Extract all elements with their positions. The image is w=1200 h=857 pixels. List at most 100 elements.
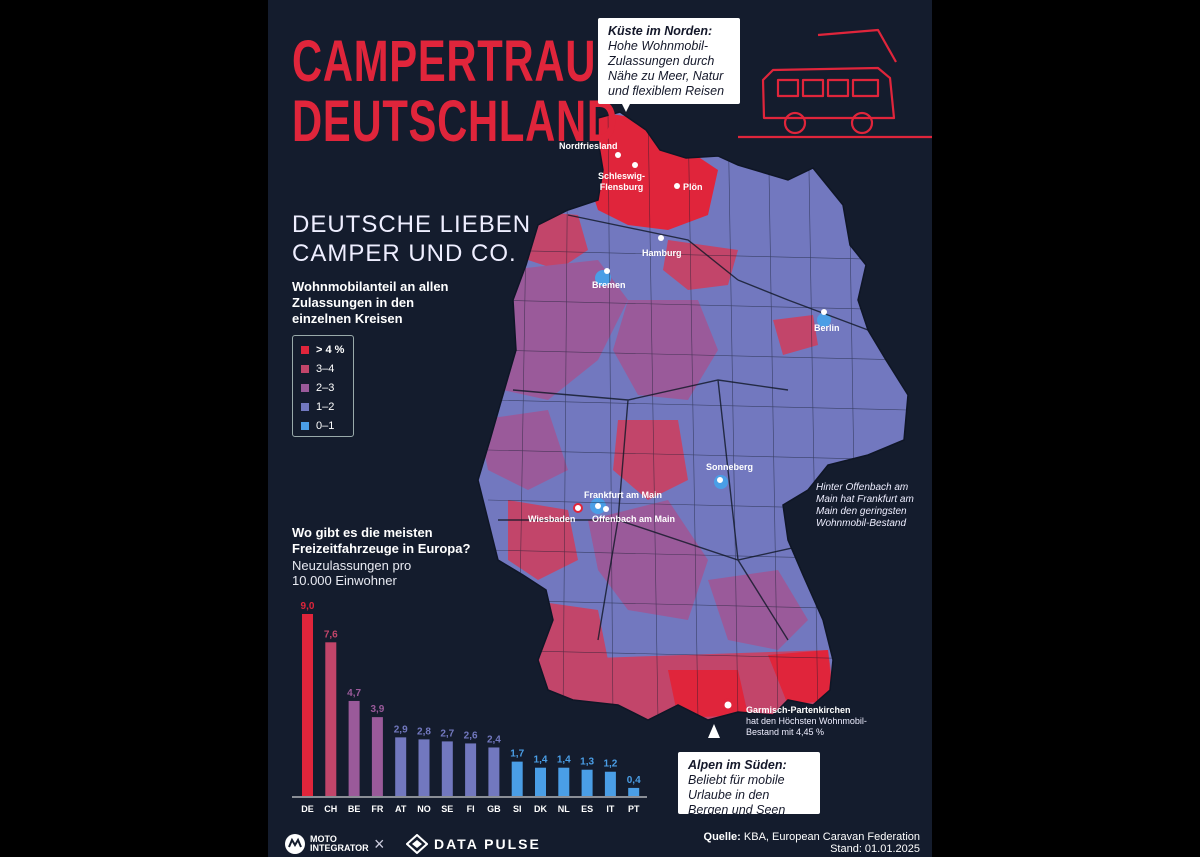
page-subtitle: DEUTSCHE LIEBEN CAMPER UND CO.	[292, 210, 531, 268]
legend-label: 0–1	[316, 419, 335, 432]
map-legend-heading: Wohnmobilanteil an allen Zulassungen in …	[292, 279, 449, 326]
bar-category-label: FR	[371, 804, 383, 814]
bar-value-label: 7,6	[324, 629, 338, 640]
bar-no	[418, 739, 430, 796]
callout-north-title: Küste im Norden:	[608, 24, 713, 38]
subtitle-line-2: CAMPER UND CO.	[292, 240, 517, 267]
bar-be	[348, 700, 360, 796]
bar-value-label: 0,4	[627, 775, 641, 786]
bar-nl	[558, 767, 570, 796]
bar-ch	[325, 642, 337, 796]
legend-item: 0–1	[301, 416, 353, 435]
bar-chart-subheading: Neuzulassungen pro 10.000 Einwohner	[292, 558, 412, 588]
callout-south-text: Beliebt für mobile Urlaube in den Bergen…	[688, 773, 786, 817]
city-label-berlin: Berlin	[814, 323, 840, 333]
legend-item: > 4 %	[301, 340, 353, 359]
bar-chart: 9,0 DE 7,6 CH 4,7 BE 3,9 FR 2,9 AT 2,8 NO 2,7 SE 2,6 FI…	[292, 601, 647, 814]
city-label-schleswig-flensburg: Schleswig- Flensburg	[598, 171, 646, 192]
motointegrator-logo-icon	[285, 834, 305, 854]
bar-si	[511, 761, 523, 796]
city-markers	[573, 152, 827, 712]
bar-category-label: IT	[606, 804, 615, 814]
legend-label: 1–2	[316, 400, 335, 413]
source-text: KBA, European Caravan Federation	[743, 831, 920, 843]
callout-north: Küste im Norden: Hohe Wohnmobil-Zulassun…	[598, 18, 740, 104]
legend-item: 3–4	[301, 359, 353, 378]
stand-date: Stand: 01.01.2025	[830, 843, 920, 855]
map-legend: > 4 % 3–4 2–3 1–2 0–1	[292, 335, 354, 437]
legend-item: 1–2	[301, 397, 353, 416]
legend-swatch	[301, 402, 309, 411]
callout-south-title: Alpen im Süden:	[688, 758, 787, 772]
callout-south: Alpen im Süden: Beliebt für mobile Urlau…	[678, 752, 820, 817]
logo-separator: ×	[374, 834, 385, 854]
legend-label: 3–4	[316, 362, 335, 375]
bar-gb	[488, 747, 500, 796]
subtitle-line-1: DEUTSCHE LIEBEN	[292, 211, 532, 238]
bar-category-label: CH	[324, 804, 337, 814]
bar-fi	[465, 743, 477, 796]
bar-se	[441, 741, 453, 796]
bar-category-label: FI	[467, 804, 475, 814]
germany-map	[477, 28, 932, 738]
bar-es	[581, 769, 593, 796]
page-title: CAMPERTRAUM DEUTSCHLAND	[292, 32, 632, 152]
bar-at	[395, 737, 407, 796]
bar-value-label: 1,4	[534, 755, 548, 766]
bar-value-label: 1,7	[510, 749, 524, 760]
bar-dk	[535, 767, 546, 796]
legend-label: > 4 %	[316, 343, 345, 356]
bar-category-label: DE	[301, 804, 314, 814]
bar-chart-heading: Wo gibt es die meisten Freizeitfahrzeuge…	[292, 525, 471, 556]
bar-value-label: 2,8	[417, 726, 431, 737]
bar-category-label: NO	[417, 804, 431, 814]
city-label-nordfriesland: Nordfriesland	[559, 141, 618, 151]
title-line-1: CAMPERTRAUM	[292, 29, 632, 94]
datapulse-logo-icon	[406, 834, 428, 854]
bar-value-label: 9,0	[301, 601, 315, 612]
bar-value-label: 4,7	[347, 688, 361, 699]
city-label-hamburg: Hamburg	[642, 248, 682, 258]
source-label: Quelle:	[703, 831, 741, 843]
bar-category-label: AT	[395, 804, 407, 814]
bar-category-label: SI	[513, 804, 522, 814]
city-label-bremen: Bremen	[592, 280, 626, 290]
bar-value-label: 1,3	[580, 757, 594, 768]
city-label-ploen: Plön	[683, 182, 703, 192]
logo-motointegrator: MOTO INTEGRATOR	[284, 833, 369, 855]
legend-swatch	[301, 421, 309, 430]
infographic: CAMPERTRAUM DEUTSCHLAND DEUTSCHE LIEBEN …	[268, 0, 932, 857]
bar-category-label: DK	[534, 804, 547, 814]
legend-item: 2–3	[301, 378, 353, 397]
city-label-offenbach: Offenbach am Main	[592, 514, 676, 524]
bar-value-label: 2,4	[487, 734, 501, 745]
bar-category-label: NL	[558, 804, 570, 814]
bar-de	[302, 614, 313, 796]
bar-value-label: 2,7	[440, 728, 454, 739]
city-label-wiesbaden: Wiesbaden	[528, 514, 576, 524]
legend-label: 2–3	[316, 381, 335, 394]
bar-fr	[371, 717, 383, 796]
bar-pt	[628, 787, 640, 796]
bar-category-label: ES	[581, 804, 593, 814]
callout-north-text: Hohe Wohnmobil-Zulassungen durch Nähe zu…	[608, 39, 725, 98]
logo-datapulse: DATA PULSE	[406, 834, 541, 854]
bar-category-label: PT	[628, 804, 640, 814]
source-note: Quelle: KBA, European Caravan Federation…	[704, 831, 920, 855]
bar-value-label: 3,9	[370, 704, 384, 715]
bar-value-label: 2,6	[464, 730, 478, 741]
annotation-offenbach: Hinter Offenbach am Main hat Frankfurt a…	[816, 482, 914, 529]
legend-swatch	[301, 345, 309, 354]
campervan-icon	[738, 28, 932, 139]
bar-value-label: 1,2	[603, 759, 617, 770]
city-label-frankfurt: Frankfurt am Main	[584, 490, 663, 500]
bar-value-label: 2,9	[394, 724, 408, 735]
title-line-2: DEUTSCHLAND	[292, 89, 618, 154]
city-label-sonneberg: Sonneberg	[706, 462, 754, 472]
bar-it	[604, 771, 616, 796]
bar-category-label: GB	[487, 804, 501, 814]
bar-value-label: 1,4	[557, 755, 571, 766]
annotation-garmisch: hat den Höchsten Wohnmobil-Bestand mit 4…	[746, 716, 867, 737]
city-label-garmisch: Garmisch-Partenkirchen	[746, 705, 851, 715]
bar-category-label: BE	[348, 804, 361, 814]
